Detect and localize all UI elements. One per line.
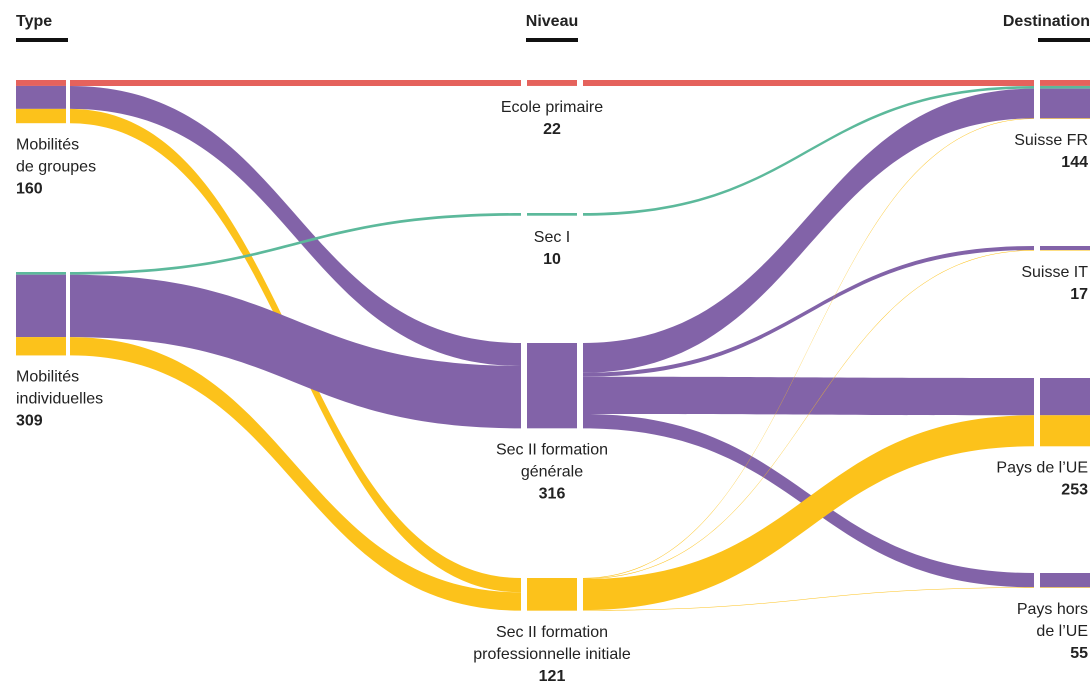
node-segment <box>1040 573 1090 588</box>
flow <box>70 337 521 611</box>
node-segment <box>16 337 66 356</box>
flow <box>70 80 521 86</box>
node-value: 253 <box>1061 482 1088 499</box>
node-segment <box>16 272 66 275</box>
title-underline <box>1038 38 1090 42</box>
node-value: 10 <box>543 251 561 268</box>
node-label: générale <box>521 464 583 481</box>
node-label: individuelles <box>16 391 103 408</box>
node-segment <box>1040 118 1090 119</box>
flow <box>583 587 1034 611</box>
flow <box>583 88 1034 373</box>
flow <box>70 85 521 366</box>
node-segment <box>16 108 66 124</box>
node-label: Suisse FR <box>1014 132 1088 149</box>
node-value: 316 <box>539 486 566 503</box>
flow <box>583 376 1034 416</box>
node <box>527 80 577 86</box>
title-underline <box>16 38 68 42</box>
node <box>527 578 577 611</box>
node-segment <box>1040 415 1090 447</box>
node-label: Sec II formation <box>496 442 608 459</box>
flow <box>583 246 1034 377</box>
node-value: 144 <box>1061 154 1088 171</box>
node-segment <box>16 85 66 109</box>
node-segment <box>1040 378 1090 416</box>
node-segment <box>1040 246 1090 251</box>
node-label: Ecole primaire <box>501 99 603 116</box>
flow <box>583 85 1034 216</box>
node-label: Pays hors <box>1017 601 1088 618</box>
node-label: Mobilités <box>16 136 79 153</box>
node-label: de l’UE <box>1036 623 1088 640</box>
node-label: Sec II formation <box>496 624 608 641</box>
node-segment <box>1040 88 1090 119</box>
node-label: Mobilités <box>16 369 79 386</box>
node-label: Suisse IT <box>1021 264 1088 281</box>
column-title: Destination <box>1003 13 1090 30</box>
node-label: professionnelle initiale <box>473 646 631 663</box>
node-value: 309 <box>16 413 43 430</box>
node-segment <box>16 274 66 338</box>
node <box>527 213 577 216</box>
flow <box>70 274 521 429</box>
node-segment <box>1040 85 1090 89</box>
node-value: 121 <box>539 668 566 682</box>
flow <box>583 250 1034 580</box>
column-title: Niveau <box>526 13 578 30</box>
node-segment <box>1040 250 1090 251</box>
node-value: 17 <box>1070 286 1088 303</box>
flow <box>70 213 521 275</box>
node-segment <box>1040 587 1090 588</box>
node-value: 55 <box>1070 645 1088 662</box>
flow <box>583 80 1034 86</box>
flow <box>583 415 1034 611</box>
title-underline <box>526 38 578 42</box>
node-label: de groupes <box>16 158 96 175</box>
node <box>527 343 577 429</box>
node-value: 160 <box>16 180 43 197</box>
column-title: Type <box>16 13 52 30</box>
node-segment <box>1040 80 1090 86</box>
node-segment <box>16 80 66 86</box>
node-label: Pays de l’UE <box>996 460 1088 477</box>
flow <box>583 118 1034 579</box>
node-label: Sec I <box>534 229 570 246</box>
node-value: 22 <box>543 121 561 138</box>
